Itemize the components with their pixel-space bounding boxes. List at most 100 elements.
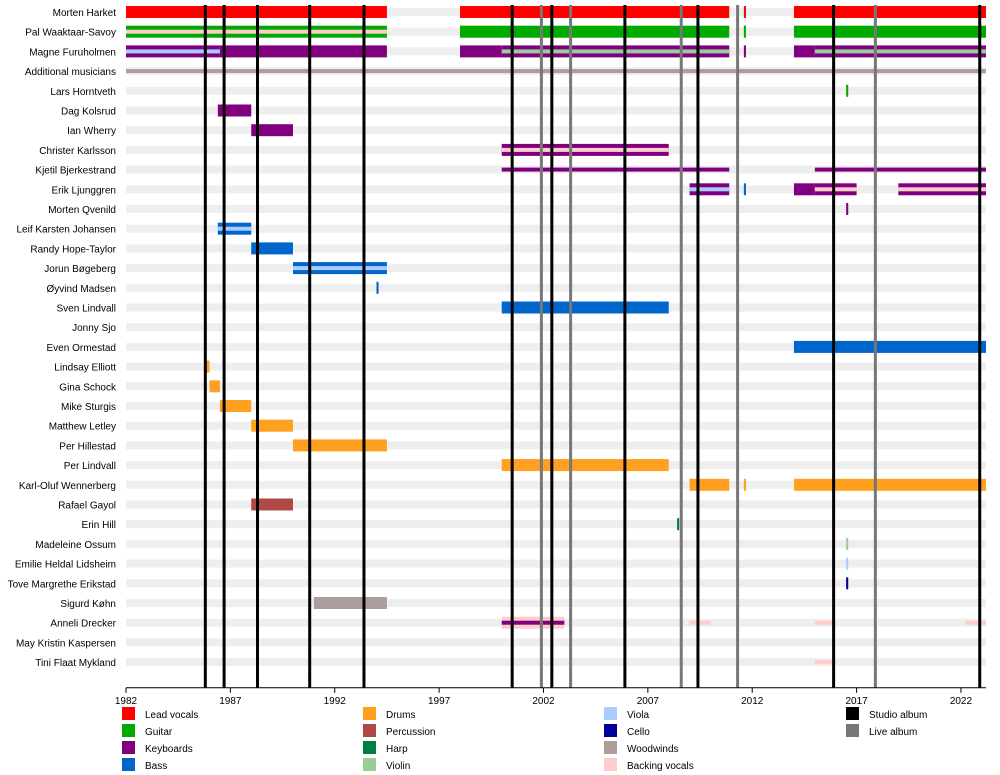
member-bar <box>501 459 669 472</box>
member-bar <box>459 45 502 58</box>
member-bar <box>219 45 387 58</box>
member-bar <box>219 400 252 412</box>
studio-album-line <box>362 5 366 688</box>
live-album-line <box>539 5 543 688</box>
member-label: Magne Furuholmen <box>29 47 116 58</box>
member-bar <box>251 419 293 432</box>
member-bar <box>743 6 746 18</box>
member-bar <box>292 439 387 452</box>
member-label: Lars Horntveth <box>50 87 116 98</box>
legend-label: Backing vocals <box>627 761 694 772</box>
member-bar <box>814 660 836 665</box>
member-label: Emilie Heldal Lidsheim <box>15 560 116 571</box>
studio-album-line <box>256 5 260 688</box>
legend-label: Violin <box>386 761 410 772</box>
row-stripe <box>126 638 986 647</box>
member-bar <box>376 281 379 294</box>
live-album-line <box>873 5 877 688</box>
member-bar <box>251 242 293 255</box>
row-stripe <box>126 658 986 667</box>
member-bar <box>251 498 293 511</box>
member-bar <box>846 537 849 550</box>
member-bar-secondary <box>689 187 730 192</box>
member-bar <box>793 340 986 353</box>
legend-swatch <box>604 707 617 720</box>
studio-album-line <box>550 5 554 688</box>
member-bar <box>459 6 730 18</box>
legend-swatch <box>363 707 376 720</box>
member-label: Per Hillestad <box>59 441 116 452</box>
row-stripe <box>126 539 986 548</box>
row-stripe <box>126 579 986 588</box>
member-bar <box>793 6 986 18</box>
member-label: Rafael Gayol <box>58 501 116 512</box>
legend-label: Guitar <box>145 727 173 738</box>
member-bar-secondary <box>814 49 986 54</box>
x-tick-label: 2012 <box>741 696 764 707</box>
member-label: Even Ormestad <box>47 343 116 354</box>
member-bar <box>251 124 293 137</box>
legend-label: Woodwinds <box>627 744 679 755</box>
x-tick-label: 1987 <box>219 696 242 707</box>
member-bar <box>501 167 730 172</box>
member-bar <box>793 478 986 491</box>
member-label: Anneli Drecker <box>50 619 116 630</box>
member-label: Morten Harket <box>53 8 117 19</box>
studio-album-line <box>203 5 207 688</box>
row-stripe <box>126 205 986 213</box>
row-stripe <box>126 342 986 351</box>
member-label: Morten Qvenild <box>48 205 116 216</box>
legend-swatch <box>604 758 617 771</box>
legend-label: Lead vocals <box>145 710 198 721</box>
member-bar <box>814 620 836 625</box>
x-tick-label: 2007 <box>637 696 660 707</box>
row-stripe <box>126 559 986 568</box>
member-bar <box>743 183 746 196</box>
member-bar <box>217 104 252 117</box>
member-label: Jorun Bøgeberg <box>44 264 116 275</box>
member-label: Dag Kolsrud <box>61 107 116 118</box>
member-label: Kjetil Bjerkestrand <box>35 166 116 177</box>
member-bar <box>846 577 849 590</box>
member-label: Sven Lindvall <box>57 304 116 315</box>
studio-album-line <box>222 5 226 688</box>
member-bar <box>459 25 730 38</box>
member-label: Gina Schock <box>59 382 117 393</box>
row-stripe <box>126 480 986 489</box>
row-stripe <box>126 520 986 529</box>
member-bar <box>793 25 986 38</box>
studio-album-line <box>696 5 700 688</box>
member-label: Tini Flaat Mykland <box>35 658 116 669</box>
member-label: Sigurd Køhn <box>60 599 116 610</box>
legend-swatch <box>122 707 135 720</box>
member-label: Erik Ljunggren <box>52 185 116 196</box>
member-bar-secondary <box>501 147 669 152</box>
legend-label: Harp <box>386 744 408 755</box>
member-bar-secondary <box>292 266 387 271</box>
x-tick-label: 2022 <box>950 696 973 707</box>
legend-swatch <box>122 724 135 737</box>
member-label: Erin Hill <box>82 520 116 531</box>
member-bar-secondary <box>501 49 730 54</box>
member-bar <box>689 620 711 625</box>
member-bar <box>313 597 387 609</box>
legend-label: Keyboards <box>145 744 193 755</box>
legend-swatch <box>363 758 376 771</box>
member-label: Øyvind Madsen <box>47 284 116 295</box>
row-stripe <box>126 126 986 135</box>
member-label: Pal Waaktaar-Savoy <box>25 28 116 39</box>
legend-swatch <box>122 741 135 754</box>
studio-album-line <box>832 5 836 688</box>
legend-label: Viola <box>627 710 649 721</box>
studio-album-line <box>978 5 982 688</box>
member-bar-secondary <box>501 620 565 625</box>
row-stripe <box>126 283 986 292</box>
member-label: Per Lindvall <box>64 461 116 472</box>
member-label: Leif Karsten Johansen <box>16 225 116 236</box>
member-bar <box>689 478 730 491</box>
row-stripe <box>126 362 986 371</box>
member-bar <box>846 84 849 97</box>
row-stripe <box>126 264 986 273</box>
live-album-line <box>736 5 740 688</box>
member-label: Lindsay Elliott <box>54 363 116 374</box>
